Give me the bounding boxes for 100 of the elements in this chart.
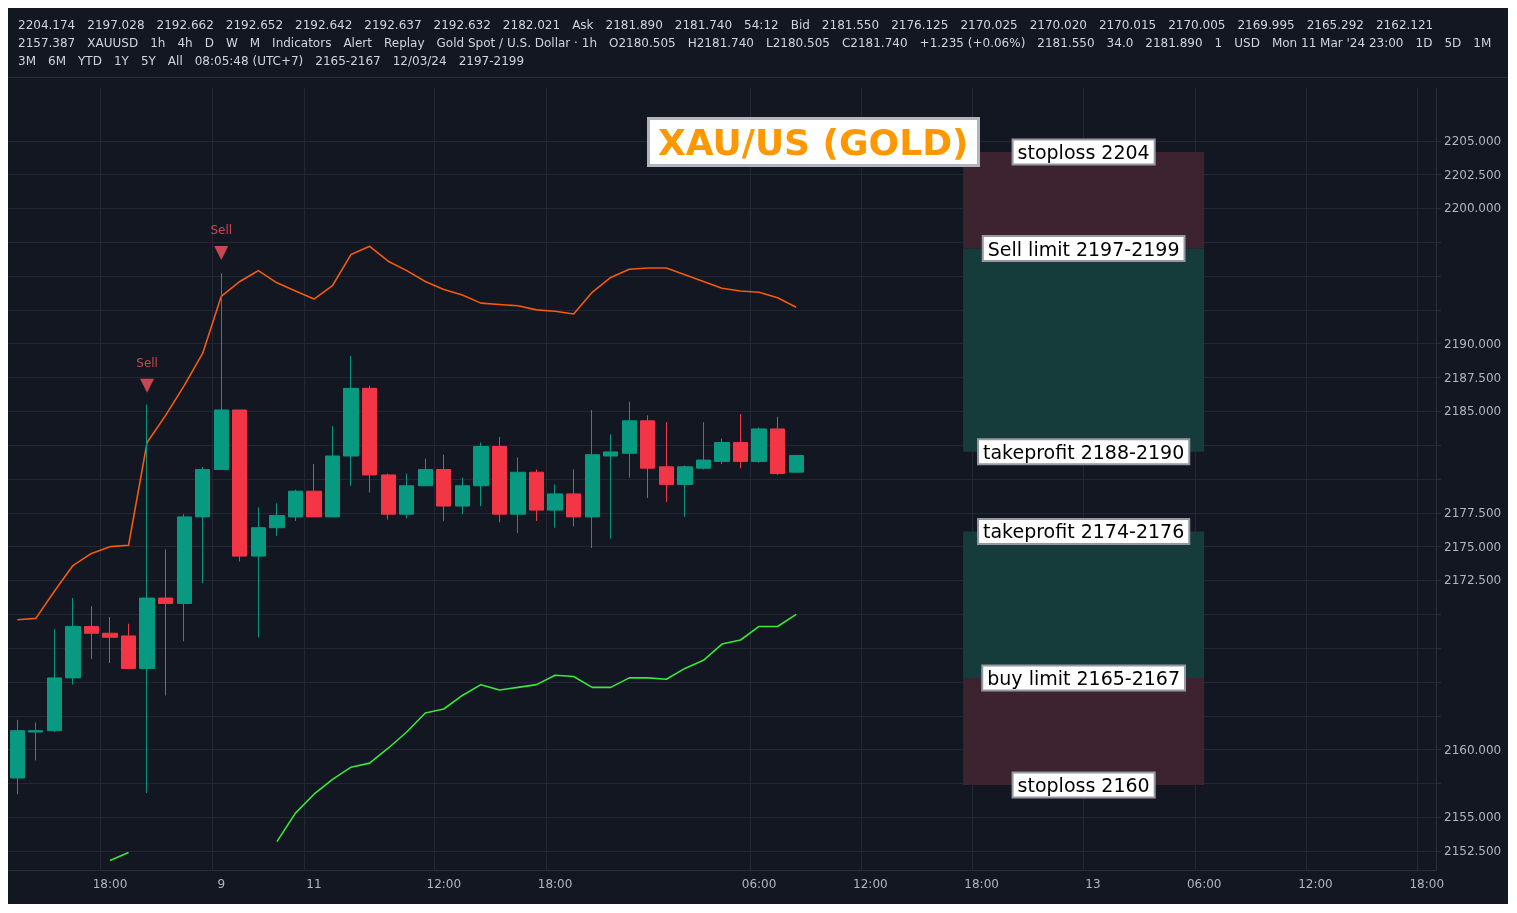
text: 1Y bbox=[113, 53, 129, 68]
text: 1 bbox=[1214, 35, 1223, 50]
text: XAU/US (GOLD) bbox=[658, 121, 969, 163]
y-tick-label: 2190.000 bbox=[1444, 336, 1502, 351]
text: D bbox=[204, 35, 214, 50]
band-label: Sell limit 2197-2199 bbox=[987, 237, 1180, 260]
text: 2165.292 bbox=[1306, 17, 1364, 32]
y-tick-label: 2200.000 bbox=[1444, 201, 1502, 216]
text: YTD bbox=[78, 53, 102, 68]
text: USD bbox=[1234, 35, 1260, 50]
x-tick-label: 18:00 bbox=[537, 877, 573, 891]
y-tick-label: 2160.000 bbox=[1444, 742, 1502, 757]
text: Ask bbox=[572, 17, 594, 32]
text: 2197.028 bbox=[87, 17, 145, 32]
candlestick bbox=[251, 506, 266, 638]
text: All bbox=[167, 53, 183, 68]
candlestick bbox=[47, 628, 62, 733]
candlestick bbox=[399, 473, 414, 519]
x-tick-label: 18:00 bbox=[964, 877, 999, 891]
candlestick bbox=[640, 414, 655, 499]
y-tick-label: 2152.500 bbox=[1444, 844, 1502, 859]
text: 2204.174 bbox=[18, 17, 76, 32]
candlestick bbox=[566, 469, 581, 527]
candlestick bbox=[789, 454, 804, 473]
candlestick bbox=[28, 722, 43, 761]
text: 2192.637 bbox=[364, 17, 422, 32]
text: 2181.550 bbox=[821, 17, 880, 32]
text: L2180.505 bbox=[765, 35, 830, 50]
x-tick-label: 18:00 bbox=[92, 877, 128, 891]
candlestick bbox=[121, 623, 136, 669]
y-tick-label: 2205.000 bbox=[1444, 133, 1502, 148]
text: 2181.740 bbox=[674, 17, 733, 32]
candlestick bbox=[288, 489, 303, 522]
text: Replay bbox=[383, 35, 425, 50]
text: 2162.121 bbox=[1375, 17, 1434, 32]
candlestick bbox=[492, 436, 507, 523]
candlestick bbox=[158, 548, 173, 696]
candlestick bbox=[529, 469, 544, 522]
x-tick-label: 12:00 bbox=[426, 877, 462, 891]
text: O2180.505 bbox=[609, 35, 676, 50]
text: 2192.652 bbox=[225, 17, 284, 32]
candlestick bbox=[214, 272, 229, 471]
text: Sell bbox=[136, 355, 158, 370]
text: 5D bbox=[1444, 35, 1462, 50]
candlestick bbox=[585, 409, 600, 549]
y-tick-label: 2155.000 bbox=[1444, 810, 1502, 825]
candlestick bbox=[733, 413, 748, 469]
candlestick bbox=[455, 477, 470, 515]
candlestick bbox=[418, 458, 433, 487]
text: 6M bbox=[48, 53, 66, 68]
candlestick bbox=[195, 466, 210, 584]
text: 2181.890 bbox=[605, 17, 663, 32]
y-tick-label: 2175.000 bbox=[1444, 539, 1502, 554]
candlestick bbox=[714, 437, 730, 465]
text: 54:12 bbox=[744, 17, 779, 32]
text: 2176.125 bbox=[891, 17, 949, 32]
text: 1M bbox=[1473, 35, 1492, 50]
candlestick bbox=[473, 441, 489, 507]
candlestick bbox=[84, 605, 99, 660]
text: H2181.740 bbox=[687, 35, 754, 50]
text: 2197-2199 bbox=[458, 53, 525, 68]
candlestick bbox=[306, 463, 322, 518]
candlestick bbox=[622, 401, 637, 479]
band-label: stoploss 2204 bbox=[1017, 140, 1150, 163]
x-tick-label: 13 bbox=[1085, 877, 1101, 891]
x-tick-label: 9 bbox=[217, 877, 226, 891]
text: 12/03/24 bbox=[392, 53, 447, 68]
x-tick-label: 12:00 bbox=[1298, 877, 1333, 891]
text: 2181.550 bbox=[1037, 35, 1095, 50]
x-tick-label: 18:00 bbox=[1409, 877, 1445, 891]
line-series bbox=[16, 245, 797, 621]
candlestick bbox=[436, 454, 451, 522]
candlestick bbox=[65, 597, 81, 686]
text: 34.0 bbox=[1106, 35, 1134, 50]
x-tick-label: 12:00 bbox=[853, 877, 888, 891]
text: 2170.020 bbox=[1029, 17, 1087, 32]
text: Mon 11 Mar '24 23:00 bbox=[1271, 35, 1404, 50]
text: M bbox=[249, 35, 261, 50]
candlestick bbox=[269, 502, 285, 537]
annotation: stoploss 2160 bbox=[1017, 773, 1150, 796]
text: 2192.662 bbox=[156, 17, 214, 32]
text: 2170.005 bbox=[1168, 17, 1226, 32]
text: 1D bbox=[1415, 35, 1433, 50]
text: 2182.021 bbox=[502, 17, 561, 32]
candlestick bbox=[547, 483, 563, 529]
y-tick-label: 2202.500 bbox=[1444, 167, 1502, 182]
y-tick-label: 2177.500 bbox=[1444, 505, 1502, 520]
x-tick-label: 06:00 bbox=[1186, 877, 1222, 891]
candlestick bbox=[659, 421, 674, 503]
text: 2181.890 bbox=[1145, 35, 1203, 50]
text: 5Y bbox=[140, 53, 156, 68]
text: 2170.025 bbox=[960, 17, 1018, 32]
candlestick bbox=[696, 421, 711, 471]
y-tick-label: 2187.500 bbox=[1444, 370, 1502, 385]
text: Alert bbox=[343, 35, 372, 50]
candlestick bbox=[343, 355, 359, 487]
text: C2181.740 bbox=[841, 35, 908, 50]
text: XAUUSD bbox=[87, 35, 139, 50]
candlestick bbox=[381, 473, 396, 521]
text: 08:05:48 (UTC+7) bbox=[194, 53, 304, 68]
